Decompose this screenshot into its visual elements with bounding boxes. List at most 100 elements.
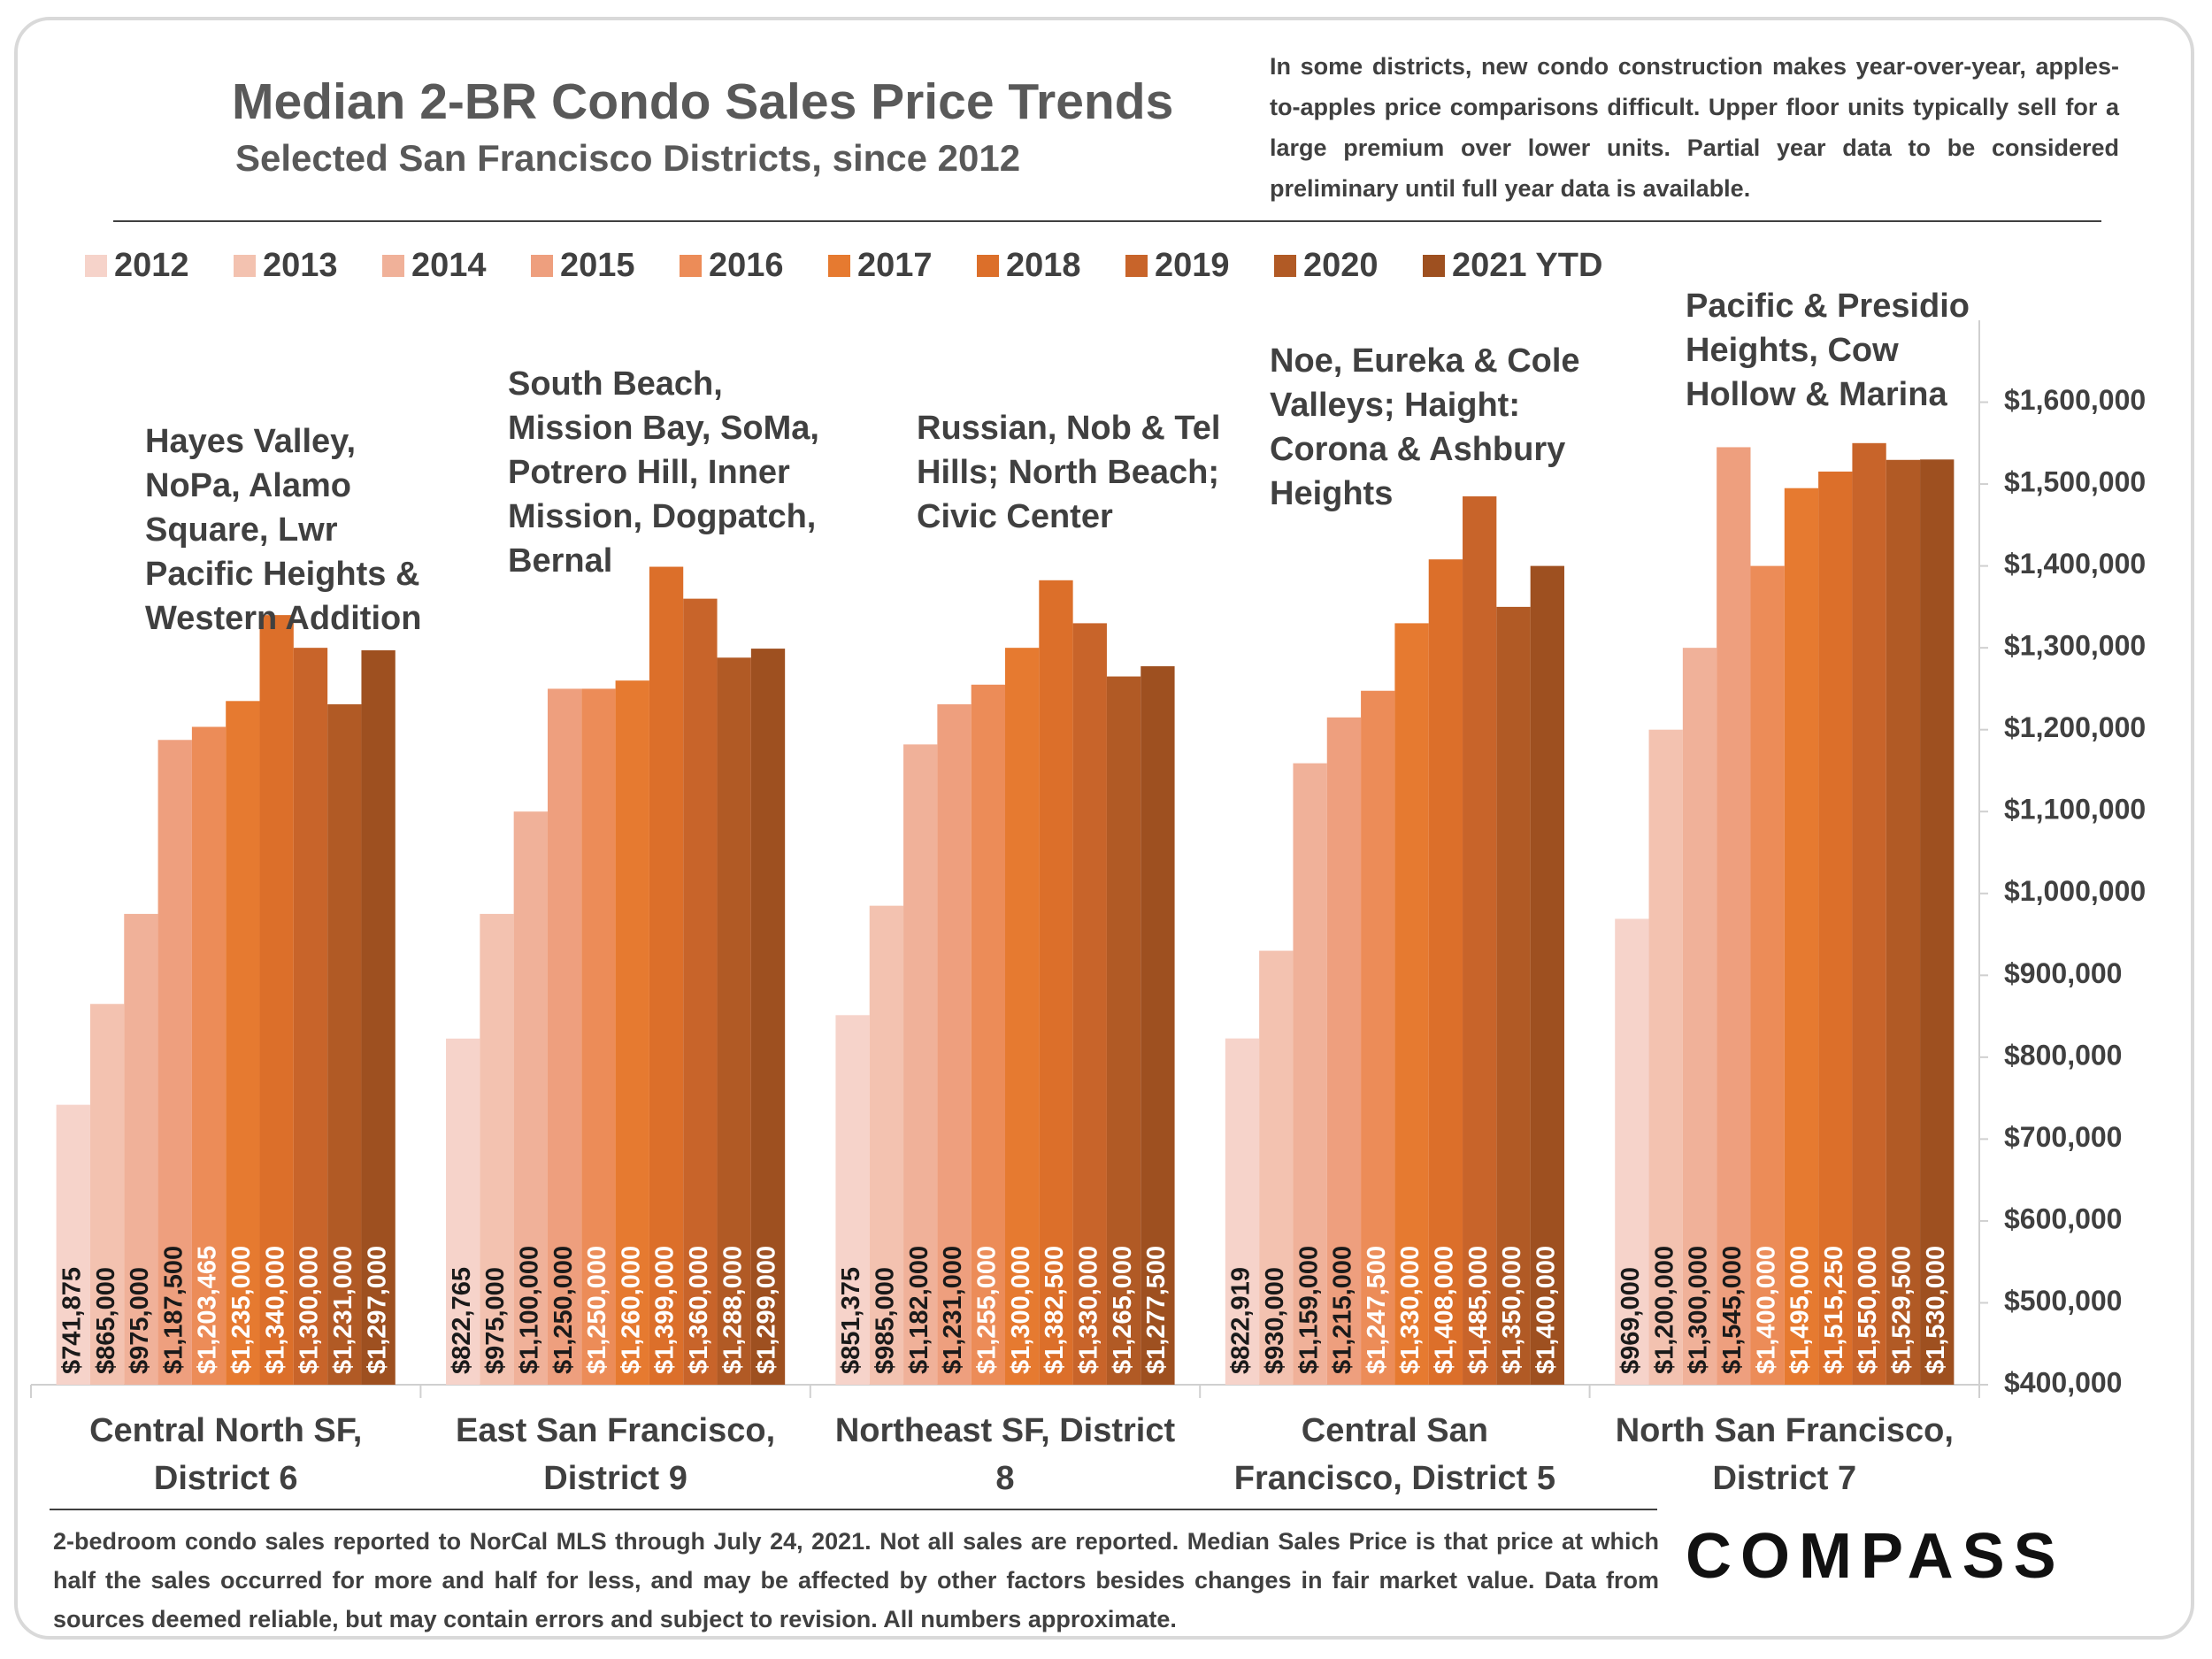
value-label: $1,300,000: [296, 1246, 324, 1374]
y-tick-label: $700,000: [2004, 1121, 2122, 1153]
value-label: $1,203,465: [194, 1246, 222, 1374]
note: In some districts, new condo constructio…: [1270, 53, 2119, 202]
value-label: $1,250,000: [549, 1246, 578, 1374]
value-label: $1,200,000: [1650, 1246, 1678, 1374]
bar: [1615, 918, 1649, 1385]
value-label: $851,375: [837, 1267, 865, 1374]
bar: [1072, 623, 1107, 1385]
value-label: $1,250,000: [583, 1246, 611, 1374]
legend-label: 2021 YTD: [1452, 247, 1602, 284]
legend-swatch: [382, 255, 404, 277]
value-label: $1,215,000: [1329, 1246, 1357, 1374]
value-label: $985,000: [872, 1267, 900, 1374]
value-label: $1,485,000: [1464, 1246, 1493, 1374]
value-label: $1,350,000: [1498, 1246, 1526, 1374]
y-tick-label: $1,500,000: [2004, 466, 2146, 498]
bar: [937, 704, 972, 1385]
bar: [1530, 565, 1564, 1385]
frame: [14, 17, 2194, 1640]
value-label: $1,300,000: [1007, 1246, 1035, 1374]
value-label: $1,182,000: [905, 1246, 933, 1374]
bar: [1106, 676, 1141, 1385]
bar: [1326, 717, 1362, 1385]
bar: [89, 1003, 125, 1385]
value-label: $1,530,000: [1922, 1246, 1950, 1374]
bar: [1039, 580, 1073, 1385]
bar: [1463, 495, 1497, 1385]
legend-label: 2018: [1006, 247, 1081, 284]
group-annotation: South Beach, Mission Bay, SoMa, Potrero …: [508, 365, 819, 580]
bar: [191, 726, 227, 1385]
bar: [1225, 1038, 1260, 1385]
value-label: $1,340,000: [261, 1246, 289, 1374]
value-label: $822,919: [1227, 1267, 1256, 1374]
bar: [1852, 442, 1886, 1386]
bar: [480, 913, 514, 1385]
bar: [1361, 690, 1395, 1385]
y-tick-label: $900,000: [2004, 957, 2122, 989]
y-tick-label: $400,000: [2004, 1366, 2122, 1398]
value-label: $822,765: [448, 1267, 476, 1374]
legend-swatch: [531, 255, 553, 277]
bar: [157, 740, 192, 1385]
value-label: $930,000: [1261, 1267, 1289, 1374]
group-annotation: Russian, Nob & Tel Hills; North Beach; C…: [917, 410, 1221, 535]
bar: [683, 598, 718, 1385]
bar: [361, 649, 396, 1385]
bar: [835, 1015, 870, 1385]
legend-swatch: [1125, 255, 1148, 277]
bar: [1293, 763, 1327, 1385]
y-tick-label: $800,000: [2004, 1039, 2122, 1071]
value-label: $1,529,500: [1888, 1246, 1916, 1374]
footnote: 2-bedroom condo sales reported to NorCal…: [53, 1528, 1659, 1632]
value-label: $741,875: [58, 1267, 86, 1374]
value-label: $1,187,500: [159, 1246, 188, 1374]
value-label: $1,550,000: [1854, 1246, 1882, 1374]
bar: [1750, 565, 1785, 1385]
y-tick-label: $1,600,000: [2004, 384, 2146, 416]
bar: [1648, 729, 1683, 1385]
chart-title: Median 2-BR Condo Sales Price Trends: [232, 73, 1174, 130]
bar: [1394, 623, 1429, 1385]
legend-label: 2016: [709, 247, 784, 284]
value-label: $1,235,000: [227, 1246, 256, 1374]
category-label: East San Francisco, District 9: [456, 1412, 776, 1497]
category-label: Central San Francisco, District 5: [1233, 1412, 1555, 1497]
bar: [513, 811, 548, 1385]
bar: [1496, 606, 1531, 1385]
bar: [327, 704, 362, 1385]
y-tick-label: $1,000,000: [2004, 875, 2146, 907]
chart-subtitle: Selected San Francisco Districts, since …: [235, 137, 1021, 179]
value-label: $865,000: [92, 1267, 120, 1374]
value-label: $1,265,000: [1109, 1246, 1137, 1374]
legend-label: 2014: [411, 247, 487, 284]
value-label: $975,000: [481, 1267, 510, 1374]
logo: COMPASS: [1686, 1521, 2065, 1592]
legend-label: 2020: [1303, 247, 1379, 284]
category-label: North San Francisco, District 7: [1615, 1412, 1954, 1497]
legend-label: 2012: [114, 247, 189, 284]
y-tick-label: $1,400,000: [2004, 548, 2146, 580]
legend-label: 2017: [857, 247, 933, 284]
value-label: $1,330,000: [1074, 1246, 1102, 1374]
value-label: $1,382,500: [1041, 1246, 1069, 1374]
bar: [903, 744, 938, 1385]
bar: [56, 1104, 90, 1385]
value-label: $1,399,000: [651, 1246, 680, 1374]
group-annotation: Hayes Valley, NoPa, Alamo Square, Lwr Pa…: [145, 423, 422, 637]
legend-swatch: [1274, 255, 1296, 277]
bar: [1682, 648, 1717, 1385]
bar: [581, 688, 616, 1385]
value-label: $969,000: [1617, 1267, 1645, 1374]
value-label: $1,360,000: [685, 1246, 713, 1374]
value-label: $1,277,500: [1142, 1246, 1171, 1374]
value-label: $1,231,000: [329, 1246, 357, 1374]
bar: [750, 649, 786, 1385]
bar: [615, 680, 649, 1385]
bar: [1717, 447, 1751, 1386]
value-label: $1,288,000: [718, 1246, 747, 1374]
value-label: $975,000: [126, 1267, 154, 1374]
category-label: Northeast SF, District 8: [834, 1412, 1176, 1497]
